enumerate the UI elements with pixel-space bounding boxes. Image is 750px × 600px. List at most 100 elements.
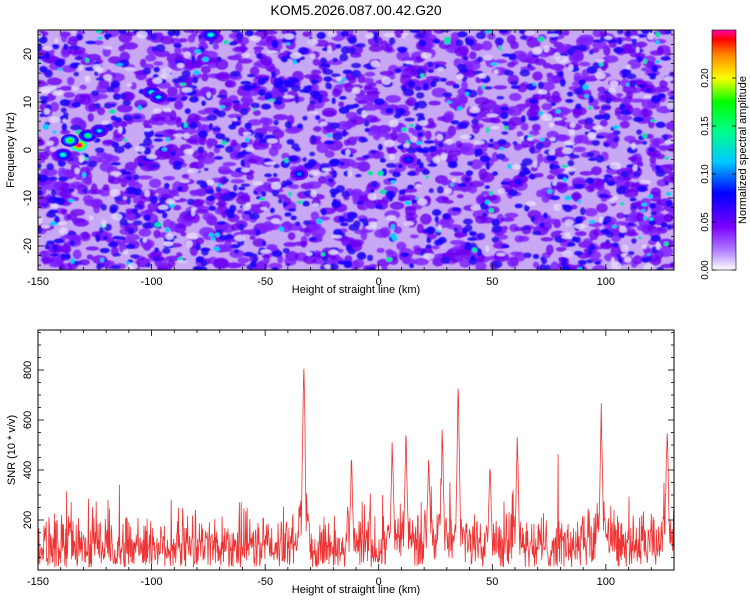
heatmap-cell [46, 163, 54, 171]
heatmap-cell [564, 195, 572, 201]
heatmap-cell [78, 154, 85, 163]
heatmap-cell [344, 122, 353, 130]
heatmap-cell [475, 148, 483, 157]
heatmap-cell [565, 98, 574, 103]
heatmap-cell [441, 196, 449, 201]
heatmap-cell [310, 226, 326, 237]
heatmap-cell [586, 151, 595, 158]
heatmap-cell [48, 209, 58, 214]
heatmap-cell [595, 72, 606, 80]
heatmap-cell [85, 246, 100, 251]
heatmap-cells [38, 30, 674, 270]
heatmap-cell [222, 177, 229, 183]
heatmap-cell [547, 189, 553, 194]
heatmap-cell [404, 200, 411, 206]
heatmap-cell [666, 224, 672, 231]
heatmap-cell [450, 120, 460, 125]
heatmap-cell [285, 42, 291, 46]
heatmap-cell [364, 85, 373, 90]
heatmap-cell [629, 197, 637, 202]
heatmap-cell [380, 264, 388, 270]
heatmap-cell [348, 153, 354, 158]
heatmap-cell [535, 142, 544, 150]
heatmap-cell [594, 114, 605, 120]
heatmap-cell [210, 237, 216, 241]
heatmap-cell [284, 212, 292, 217]
heatmap-cell [252, 83, 258, 89]
heatmap-cell [365, 32, 374, 39]
heatmap-cell [252, 238, 266, 247]
heatmap-cell [368, 44, 383, 52]
heatmap-cell [519, 136, 524, 140]
heatmap-cell [328, 249, 338, 255]
heatmap-cell [49, 147, 55, 152]
heatmap-cell [46, 77, 63, 86]
heatmap-cell [620, 96, 632, 106]
heatmap-cell [500, 181, 510, 185]
heatmap-cell [598, 193, 609, 198]
heatmap-cell [133, 174, 140, 181]
heatmap-hotspot [76, 143, 82, 148]
heatmap-cell [531, 123, 541, 132]
heatmap-cell [154, 133, 165, 138]
heatmap-cell [584, 117, 594, 125]
heatmap-cell [620, 109, 632, 116]
heatmap-cell [476, 232, 486, 240]
heatmap-cell [440, 256, 451, 265]
heatmap-cell [631, 142, 636, 150]
heatmap-cell [489, 138, 494, 143]
heatmap-cell [125, 233, 140, 241]
heatmap-cell [132, 114, 142, 120]
heatmap-cell [40, 86, 53, 94]
heatmap-cell [96, 36, 103, 40]
heatmap-cell [173, 223, 187, 234]
heatmap-cell [550, 102, 556, 107]
heatmap-cell [136, 30, 148, 39]
y-tick-label: 20 [22, 48, 34, 60]
heatmap-cell [100, 257, 104, 263]
heatmap-cell [509, 190, 519, 196]
heatmap-cell [253, 108, 257, 111]
heatmap-cell [153, 116, 167, 121]
snr-xlabel: Height of straight line (km) [292, 584, 420, 596]
heatmap-cell [105, 232, 113, 238]
heatmap-cell [414, 125, 423, 131]
heatmap-cell [264, 158, 271, 163]
heatmap-cell [332, 57, 338, 63]
heatmap-cell [38, 32, 43, 39]
heatmap-cell [552, 76, 560, 84]
heatmap-cell [316, 31, 326, 40]
heatmap-cell [618, 231, 625, 239]
heatmap-cell [84, 75, 91, 83]
heatmap-cell [202, 50, 218, 59]
heatmap-cell [634, 52, 646, 59]
snr-panel: -150 -100 -50 0 50 100 200 400 600 800 Height of … [6, 329, 675, 596]
heatmap-cell [418, 162, 424, 169]
heatmap-cell [611, 242, 620, 248]
heatmap-cell [273, 163, 280, 169]
heatmap-cell [144, 189, 150, 198]
heatmap-cell [533, 172, 544, 178]
heatmap-cell [173, 43, 182, 48]
heatmap-cell [85, 57, 90, 63]
heatmap-cell [130, 254, 140, 259]
heatmap-cell [490, 126, 500, 130]
heatmap-cell [570, 192, 582, 201]
heatmap-cell [523, 252, 532, 259]
y-tick-label: -20 [22, 238, 34, 254]
heatmap-cell [529, 173, 536, 180]
heatmap-cell [189, 189, 200, 195]
heatmap-cell [648, 217, 654, 221]
colorbar-tick-label: 0.05 [700, 212, 711, 232]
heatmap-cell [64, 233, 79, 241]
x-tick-label: -150 [27, 576, 49, 588]
heatmap-cell [297, 47, 309, 55]
heatmap-cell [57, 221, 68, 226]
heatmap-cell [470, 42, 484, 51]
heatmap-cell [457, 183, 467, 188]
heatmap-cell [191, 55, 196, 64]
heatmap-cell [332, 198, 337, 206]
heatmap-cell [514, 203, 523, 209]
heatmap-cell [539, 264, 547, 270]
heatmap-cell [504, 212, 519, 219]
